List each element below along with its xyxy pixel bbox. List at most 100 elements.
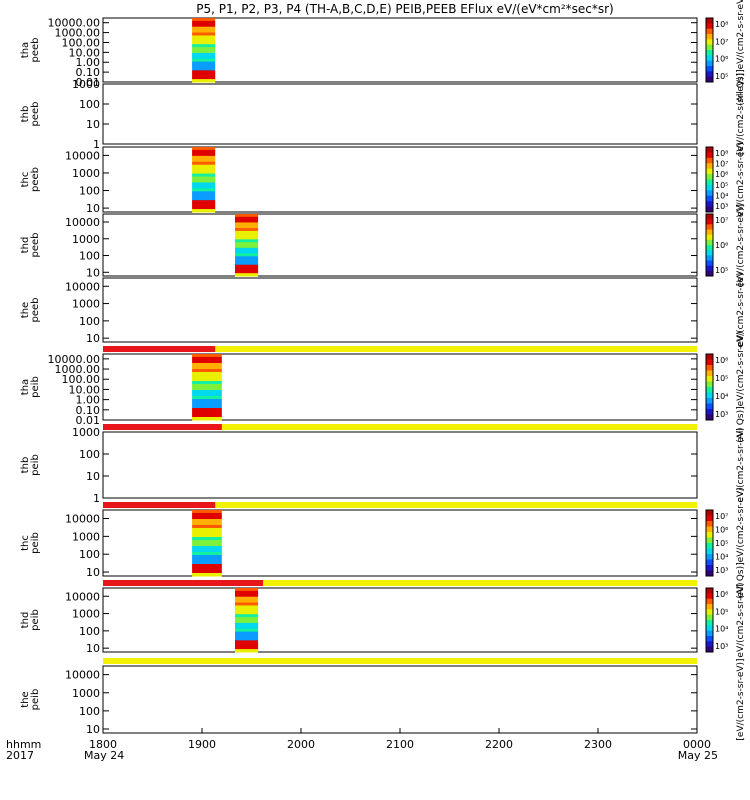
panel-ylabel: tha <box>20 379 31 395</box>
spectrogram-column <box>192 18 216 83</box>
panel-thb-peeb: 1000 100 10 1 thb peeb [eV/(cm2-s-sr-eV)] <box>20 73 746 155</box>
panel-ylabel: peib <box>30 609 41 631</box>
spectrogram-column <box>235 214 259 277</box>
x-axis: hhmm 2017 May 24 May 25 1800 1900 2000 2100… <box>6 728 718 762</box>
y-tick-label: 10000 <box>65 669 100 682</box>
spectrogram-cell <box>235 261 259 266</box>
colorbar-cell <box>706 414 713 421</box>
colorbar-frame <box>705 17 714 83</box>
spectrogram-cell <box>192 516 222 520</box>
spectrogram-cell <box>192 363 222 367</box>
colorbar-cell <box>706 229 713 236</box>
spectrogram-cell <box>192 38 216 42</box>
colorbar-cell <box>706 515 713 522</box>
spectrogram-cell <box>192 537 222 541</box>
y-tick-label: 1000 <box>72 167 100 180</box>
spectrogram-cell <box>192 381 222 385</box>
y-tick-label: 1000 <box>72 530 100 543</box>
spectrogram-cell <box>192 513 222 517</box>
spectrogram-cell <box>192 378 222 382</box>
colorbar-cell <box>706 403 713 410</box>
spectrogram-cell <box>192 47 216 51</box>
y-tick-label: 10 <box>86 202 100 215</box>
colorbar-frame <box>705 146 714 213</box>
status-bar-yellow <box>103 658 697 664</box>
colorbar-cell <box>706 179 713 186</box>
spectrogram-cell <box>192 67 216 71</box>
spectrogram-cell <box>192 384 222 388</box>
y-tick-label: 0.10 <box>76 404 101 417</box>
spectrogram-column <box>192 354 222 421</box>
panel-stack: 10000.001000.00100.0010.001.000.100.01th… <box>20 0 746 741</box>
spectrogram-cell <box>192 549 222 553</box>
spectrogram-cell <box>192 525 222 529</box>
colorbar-cell <box>706 521 713 527</box>
spectrogram-cell <box>192 58 216 63</box>
colorbar-cell <box>706 234 713 241</box>
spectrogram-cell <box>192 188 216 192</box>
spectrogram-cell <box>192 79 216 83</box>
spectrogram-cell <box>192 32 216 36</box>
spectrogram-cell <box>235 233 259 238</box>
status-bar <box>103 346 697 352</box>
colorbar-the-peib: [eV/(cm2-s-sr-eV)] <box>736 658 746 740</box>
spectrogram-cell <box>235 611 259 615</box>
colorbar-tick-label: 10³ <box>715 566 728 575</box>
spectrogram-cell <box>192 558 222 562</box>
colorbar-cell <box>706 359 713 366</box>
y-tick-label: 100 <box>79 625 100 638</box>
spectrogram-cell <box>235 637 259 641</box>
spectrogram-cell <box>235 620 259 624</box>
status-bar-red <box>103 502 216 508</box>
colorbar-tick-label: 10⁴ <box>715 625 728 634</box>
y-tick-label: 10 <box>86 332 100 345</box>
colorbar-thc-peib: 10⁷ 10⁶ 10⁵ 10⁴ 10³ (All Qs)]eV/(cm2-s-sr-eV) <box>705 487 746 599</box>
y-tick-label: 1.00 <box>76 394 101 407</box>
spectrogram-cell <box>192 164 216 169</box>
x-corner-label-hhmm: hhmm <box>6 738 41 751</box>
colorbar-cell <box>706 354 713 360</box>
spectrogram-cell <box>235 236 259 240</box>
y-tick-label: 100.00 <box>62 36 101 49</box>
colorbar-label: (All Qs)]eV/(cm2-s-sr-eV) <box>736 487 746 598</box>
x-tick-label: 2300 <box>584 738 612 751</box>
colorbar-cell <box>706 376 713 382</box>
spectrogram-cell <box>192 167 216 172</box>
colorbar-label: [eV/(cm2-s-sr-eV)] <box>736 73 746 155</box>
spectrogram-cell <box>192 73 216 77</box>
spectrogram-cell <box>192 561 222 565</box>
colorbar-tick-label: 10⁷ <box>715 160 728 169</box>
spectrogram-cell <box>235 622 259 627</box>
spectrogram-cell <box>192 357 222 361</box>
y-tick-label: 10 <box>86 266 100 279</box>
colorbar-cell <box>706 201 713 208</box>
colorbar-cell <box>706 630 713 637</box>
spectrogram-cell <box>235 588 259 592</box>
colorbar-cell <box>706 565 713 571</box>
spectrogram-cell <box>192 194 216 198</box>
status-bar-yellow <box>103 502 697 508</box>
colorbar-tick-label: 10⁵ <box>715 607 728 616</box>
x-tick-label: 1900 <box>188 738 216 751</box>
colorbar-cell <box>706 163 713 170</box>
colorbar-cell <box>706 409 713 415</box>
spectrogram-cell <box>192 52 216 57</box>
spectrogram-cell <box>192 70 216 74</box>
colorbar-tick-label: 10³ <box>715 202 728 211</box>
colorbar-label: (All Qs)]eV/(cm2-s-sr-eV) <box>736 0 746 106</box>
y-tick-label: 10 <box>86 566 100 579</box>
colorbar-cell <box>706 219 713 225</box>
y-tick-label: 10000.00 <box>48 17 101 30</box>
spectrogram-cell <box>192 399 222 403</box>
spectrogram-cell <box>192 534 222 538</box>
spectrogram-cell <box>192 411 222 415</box>
colorbar-label: eV/(cm2-s-sr-eV) <box>736 582 746 657</box>
spectrogram-cell <box>235 259 259 263</box>
panel-ylabel: peeb <box>30 233 41 258</box>
y-tick-label: 100 <box>79 705 100 718</box>
colorbar-tick-label: 10⁶ <box>715 356 728 365</box>
y-tick-label: 100 <box>79 315 100 328</box>
colorbar-cell <box>706 620 713 626</box>
spectrogram-cell <box>192 396 222 400</box>
colorbar-cell <box>706 548 713 555</box>
